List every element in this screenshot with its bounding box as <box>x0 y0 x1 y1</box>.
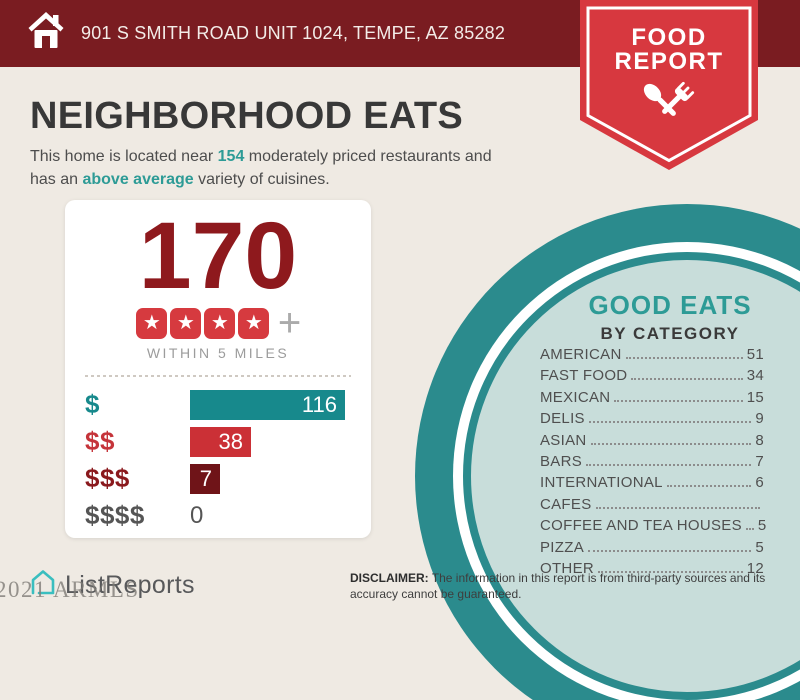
crossed-utensils-icon <box>637 76 701 135</box>
bar-value: 0 <box>190 501 204 529</box>
price-tier-chart: $ 116 $$ 38 $$$ 7 $$$$ 0 <box>85 386 355 534</box>
category-row: AMERICAN 51 <box>540 346 764 367</box>
price-tier-label: $$$$ <box>85 500 145 531</box>
dotted-leader <box>588 549 752 552</box>
dotted-leader <box>586 463 752 466</box>
intro-line2-post: variety of cuisines. <box>193 170 330 188</box>
radius-label: WITHIN 5 MILES <box>146 345 290 362</box>
bar: 7 <box>190 463 220 494</box>
star-icon: ★ <box>136 307 168 339</box>
category-row: CAFES <box>540 496 764 517</box>
restaurant-count: 154 <box>217 148 245 165</box>
category-value: 15 <box>746 388 764 406</box>
star-rating: ★ ★ ★ ★ + <box>65 301 371 346</box>
intro-line1-pre: This home is located near <box>30 148 218 165</box>
listreports-logo: ListReports <box>28 568 195 603</box>
category-label: COFFEE AND TEA HOUSES <box>540 517 742 535</box>
price-tier-row: $$ 38 <box>85 423 355 460</box>
price-tier-label: $ <box>85 389 100 420</box>
category-value: 7 <box>755 452 764 470</box>
category-label: DELIS <box>540 410 585 428</box>
total-restaurants: 170 <box>138 203 298 309</box>
category-value: 34 <box>746 367 764 385</box>
category-row: INTERNATIONAL 6 <box>540 474 764 495</box>
category-label: BARS <box>540 452 583 470</box>
dashed-divider <box>85 375 351 378</box>
category-row: FAST FOOD 34 <box>540 367 764 388</box>
disclaimer-label: DISCLAIMER: <box>350 571 429 585</box>
price-tier-row: $$$ 7 <box>85 460 355 497</box>
dotted-leader <box>631 378 743 381</box>
ribbon-shape <box>580 0 758 170</box>
dotted-leader <box>598 570 743 573</box>
dotted-leader <box>745 528 754 531</box>
category-list: AMERICAN 51 FAST FOOD 34 MEXICAN 15 DELIS 9 … <box>540 346 767 581</box>
restaurant-summary-card: 170 ★ ★ ★ ★ + WITHIN 5 MILES $ 116 $$ 38 $$$… <box>65 200 371 538</box>
intro-line2-pre: has an <box>30 170 83 188</box>
intro-line2: has an above average variety of cuisines… <box>30 169 492 192</box>
price-tier-row: $ 116 <box>85 386 355 423</box>
food-report-badge: FOOD REPORT <box>580 0 758 172</box>
good-eats-title: GOOD EATS <box>588 290 752 320</box>
category-label: OTHER <box>540 559 594 577</box>
dotted-leader <box>590 442 752 445</box>
bar-value: 116 <box>301 391 337 417</box>
category-row: MEXICAN 15 <box>540 389 764 410</box>
category-label: INTERNATIONAL <box>540 474 663 492</box>
category-value: 8 <box>755 431 764 449</box>
intro-text: This home is located near 154 moderately… <box>30 146 492 191</box>
bar: 116 <box>190 389 345 420</box>
bar: 38 <box>190 426 251 457</box>
armls-watermark: 2021 ARMLS <box>0 577 140 602</box>
category-value: 5 <box>757 517 767 535</box>
badge-title-line2: REPORT <box>614 48 724 75</box>
category-row: OTHER 12 <box>540 560 764 581</box>
category-row: COFFEE AND TEA HOUSES 5 <box>540 517 767 538</box>
good-eats-subtitle: BY CATEGORY <box>600 324 740 343</box>
home-icon <box>27 11 65 56</box>
disclaimer: DISCLAIMER: The information in this repo… <box>350 570 800 602</box>
category-row: ASIAN 8 <box>540 432 764 453</box>
badge-title-line1: FOOD <box>631 24 707 51</box>
category-row: BARS 7 <box>540 453 764 474</box>
intro-line1-post: moderately priced restaurants and <box>244 148 492 165</box>
price-tier-label: $$$ <box>85 463 130 494</box>
price-tier-label: $$ <box>85 426 115 457</box>
price-tier-row: $$$$ 0 <box>85 497 355 534</box>
disclaimer-text: The information in this report is from t… <box>350 571 766 602</box>
page-title: NEIGHBORHOOD EATS <box>30 95 463 137</box>
dotted-leader <box>588 421 752 424</box>
dotted-leader <box>614 399 743 402</box>
category-row: DELIS 9 <box>540 410 764 431</box>
star-icon: ★ <box>204 307 236 339</box>
bar-value: 38 <box>218 428 243 454</box>
dotted-leader <box>625 357 743 359</box>
listreports-house-icon <box>28 568 58 603</box>
category-value: 12 <box>746 559 764 577</box>
category-value: 51 <box>746 346 764 363</box>
dotted-leader <box>666 485 752 488</box>
plus-sign: + <box>277 301 302 346</box>
category-label: AMERICAN <box>540 346 622 363</box>
star-icon: ★ <box>238 307 270 339</box>
category-value: 6 <box>755 474 764 492</box>
listreports-logo-text: ListReports <box>65 571 195 599</box>
category-label: ASIAN <box>540 431 587 449</box>
category-label: MEXICAN <box>540 388 611 406</box>
category-label: CAFES <box>540 495 592 513</box>
category-label: PIZZA <box>540 538 585 556</box>
bar-value: 7 <box>199 465 212 491</box>
category-label: FAST FOOD <box>540 367 628 385</box>
intro-line1: This home is located near 154 moderately… <box>30 146 492 169</box>
good-eats-heading: GOOD EATS BY CATEGORY <box>545 290 795 344</box>
dotted-leader <box>595 506 760 509</box>
star-icon: ★ <box>170 307 202 339</box>
variety-highlight: above average <box>82 170 194 188</box>
category-value: 9 <box>755 410 764 428</box>
category-row: PIZZA 5 <box>540 539 764 560</box>
property-address: 901 S SMITH ROAD UNIT 1024, TEMPE, AZ 85… <box>81 23 506 43</box>
category-value: 5 <box>755 538 764 556</box>
